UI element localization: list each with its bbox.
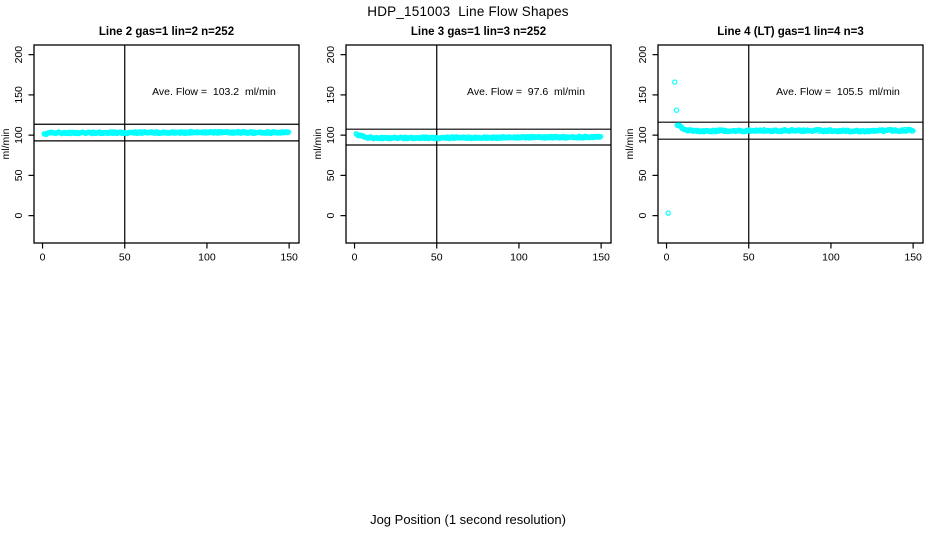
panel-line2-ave-flow-annotation: Ave. Flow = 103.2 ml/min (152, 86, 276, 98)
panel-line2-plot: 0 50 100 150 0 50 100 150 200 ml/min (0, 44, 300, 264)
x-tick-label: 50 (119, 252, 131, 264)
y-tick-label: 200 (637, 46, 649, 64)
data-point (672, 79, 678, 85)
y-tick-label: 150 (325, 86, 337, 104)
reference-lines (658, 45, 923, 243)
panel-line4-plot: 0 50 100 150 0 50 100 150 200 ml/min (624, 44, 924, 264)
y-tick-label: 100 (325, 126, 337, 144)
data-points (41, 128, 292, 138)
y-axis: 0 50 100 150 200 (325, 46, 346, 219)
reference-lines (346, 45, 611, 243)
y-tick-label: 200 (325, 46, 337, 64)
y-tick-label: 0 (13, 213, 25, 219)
y-tick-label: 50 (13, 169, 25, 181)
x-axis-label: Jog Position (1 second resolution) (370, 512, 566, 527)
panel-line2: Line 2 gas=1 lin=2 n=252 Ave. Flow = 103… (0, 0, 312, 270)
y-tick-label: 200 (13, 46, 25, 64)
x-tick-label: 150 (280, 252, 298, 264)
y-tick-label: 0 (325, 213, 337, 219)
x-tick-label: 0 (40, 252, 46, 264)
x-axis: 0 50 100 150 (352, 243, 610, 264)
panel-line3-ave-flow-annotation: Ave. Flow = 97.6 ml/min (467, 86, 585, 98)
figure-title: HDP_151003 Line Flow Shapes (367, 4, 569, 19)
panel-line3-title: Line 3 gas=1 lin=3 n=252 (410, 26, 547, 38)
panel-line2-title: Line 2 gas=1 lin=2 n=252 (98, 26, 235, 38)
y-axis: 0 50 100 150 200 (637, 46, 658, 219)
data-point (673, 107, 680, 113)
x-tick-label: 50 (431, 252, 443, 264)
data-points (353, 131, 604, 142)
reference-lines (34, 45, 299, 243)
y-axis-title: ml/min (624, 128, 636, 159)
x-tick-label: 150 (592, 252, 610, 264)
y-tick-label: 150 (13, 86, 25, 104)
x-tick-label: 150 (904, 252, 922, 264)
y-axis-title: ml/min (312, 128, 324, 159)
panel-line3: Line 3 gas=1 lin=3 n=252 Ave. Flow = 97.… (312, 0, 624, 270)
y-tick-label: 0 (637, 213, 649, 219)
x-tick-label: 50 (743, 252, 755, 264)
x-axis: 0 50 100 150 (40, 243, 298, 264)
plot-box (345, 44, 612, 244)
y-tick-label: 100 (637, 126, 649, 144)
x-axis: 0 50 100 150 (664, 243, 922, 264)
data-point (285, 129, 292, 135)
x-tick-label: 100 (198, 252, 216, 264)
panel-line4-ave-flow-annotation: Ave. Flow = 105.5 ml/min (776, 86, 900, 98)
data-point (597, 133, 604, 140)
y-tick-label: 100 (13, 126, 25, 144)
y-axis-title: ml/min (0, 128, 12, 159)
y-tick-label: 50 (637, 169, 649, 181)
y-tick-label: 150 (637, 86, 649, 104)
x-tick-label: 0 (664, 252, 670, 264)
x-tick-label: 0 (352, 252, 358, 264)
panel-line4-title: Line 4 (LT) gas=1 lin=4 n=3 (717, 26, 864, 38)
data-points (665, 79, 916, 216)
data-point (665, 210, 671, 216)
x-tick-label: 100 (822, 252, 840, 264)
panel-line3-plot: 0 50 100 150 0 50 100 150 200 ml/min (312, 44, 612, 264)
data-point (910, 128, 916, 134)
panel-line4: Line 4 (LT) gas=1 lin=4 n=3 Ave. Flow = … (624, 0, 936, 270)
plot-box (657, 44, 924, 244)
y-tick-label: 50 (325, 169, 337, 181)
x-tick-label: 100 (510, 252, 528, 264)
y-axis: 0 50 100 150 200 (13, 46, 34, 219)
plot-box (33, 44, 300, 244)
